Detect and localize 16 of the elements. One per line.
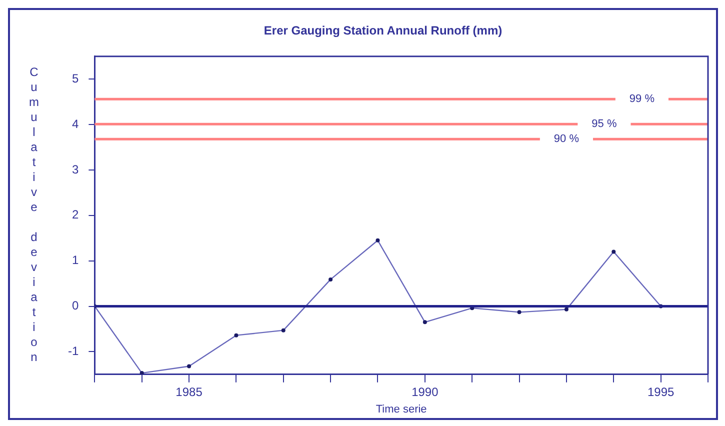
y-tick-label: 2 — [72, 208, 79, 222]
y-tick-label: -1 — [68, 344, 79, 358]
y-tick-label: 3 — [72, 162, 79, 176]
annotation: 90 % — [554, 133, 580, 146]
x-tick-label: 1985 — [176, 384, 203, 399]
annotation: 95 % — [592, 118, 617, 130]
chart-title: Erer Gauging Station Annual Runoff (mm) — [264, 24, 502, 38]
x-tick-label: 1990 — [412, 384, 439, 399]
y-axis-title: Cumulative deviation — [27, 65, 41, 365]
y-tick-label: 0 — [72, 298, 79, 313]
y-tick-label: 1 — [72, 253, 79, 268]
y-tick-label: 5 — [72, 71, 79, 86]
y-tick-label: 4 — [72, 116, 79, 131]
annotation: 99 % — [629, 93, 655, 106]
x-axis-title: Time serie — [376, 403, 427, 416]
x-tick-label: 1995 — [647, 384, 674, 399]
